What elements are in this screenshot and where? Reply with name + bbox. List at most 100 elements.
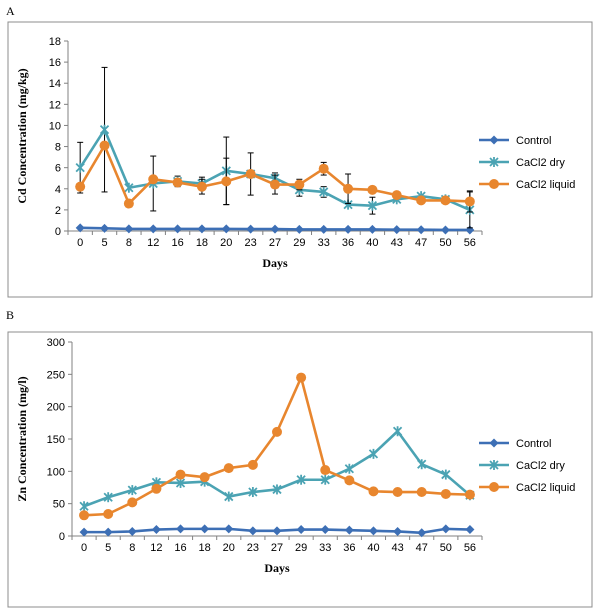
x-tick-label: 33 [318,237,330,249]
legend-marker [489,157,499,167]
legend-marker [489,460,499,470]
x-tick-label: 5 [105,542,111,554]
data-point [320,465,331,476]
x-tick-label: 47 [416,542,428,554]
data-point [440,195,451,206]
data-point [270,179,280,190]
data-point [391,190,402,201]
y-tick-label: 150 [47,434,65,446]
data-point [272,526,282,536]
legend-item: CaCl2 liquid [479,482,575,494]
data-point [368,448,379,459]
data-point [75,181,86,192]
data-point [148,224,158,234]
data-point [99,124,110,135]
data-point [127,485,137,496]
data-point [367,184,378,195]
data-point [197,224,207,234]
data-point [416,487,427,498]
data-point [344,475,355,486]
x-tick-label: 27 [271,542,283,554]
y-tick-label: 50 [53,499,65,511]
data-point [417,528,427,538]
data-point [368,486,379,497]
data-point [199,472,210,483]
legend-item: Control [479,438,551,450]
data-point [344,525,354,535]
data-point [123,198,134,209]
x-tick-label: 12 [150,542,162,554]
panel-label-a: A [6,4,15,18]
data-point [368,526,378,536]
data-point [245,169,256,179]
data-point [75,223,85,233]
y-tick-label: 200 [47,402,65,414]
x-tick-label: 16 [171,237,183,249]
x-axis-title: Days [262,256,288,270]
data-point [246,224,256,234]
data-point [248,487,258,498]
zn-chart: 0 50 100 150 200 250 300 0 5 8 12 16 18 20 23 27 29 33 36 4… [7,331,593,608]
data-point [103,492,113,503]
data-point [441,524,451,534]
data-point [151,483,162,494]
data-point [294,224,304,234]
x-tick-label: 12 [147,237,159,249]
series-1 [79,524,475,538]
x-tick-label: 0 [77,237,83,249]
legend-marker [489,179,499,189]
series-line [83,376,470,517]
y-axis-title: Zn Concentration (mg/l) [15,376,29,501]
data-point [320,525,330,535]
data-point [272,426,282,437]
data-point [99,140,110,151]
data-point [79,510,90,521]
y-tick-label: 2 [55,205,61,217]
data-point [175,477,186,488]
x-tick-label: 56 [464,542,476,554]
data-point [465,525,475,535]
chart-border [7,21,593,298]
y-tick-label: 4 [55,184,61,196]
data-point [270,224,280,234]
data-point [416,195,427,206]
y-tick-label: 8 [55,142,61,154]
data-point [100,223,110,233]
legend-marker [489,438,499,448]
x-tick-label: 23 [245,237,257,249]
x-tick-label: 40 [367,542,379,554]
data-point [464,489,475,500]
data-point [343,224,353,234]
x-axis-title: Days [264,561,290,575]
x-tick-label: 23 [247,542,259,554]
legend-marker [489,135,499,145]
legend-item: CaCl2 liquid [479,179,575,191]
data-point [127,497,138,508]
x-tick-label: 33 [319,542,331,554]
legend-label: CaCl2 dry [516,157,565,169]
y-axis-title: Cd Concentration (mg/kg) [15,68,29,203]
x-tick-label: 27 [269,237,281,249]
data-point [367,200,378,211]
panel-label-b: B [6,308,15,322]
data-point [319,186,329,197]
x-tick-label: 5 [101,237,107,249]
data-point [79,501,89,512]
y-tick-label: 6 [55,163,61,175]
x-tick-label: 50 [440,542,452,554]
y-tick-label: 16 [49,57,61,69]
x-tick-label: 20 [220,237,232,249]
x-tick-label: 29 [293,237,305,249]
data-point [224,524,234,534]
series-1 [75,223,475,235]
data-point [440,488,451,499]
data-point [127,526,137,536]
data-point [296,372,307,383]
x-tick-label: 40 [366,237,378,249]
data-point [393,526,403,536]
data-point [124,224,134,234]
data-point [173,224,183,234]
y-tick-label: 250 [47,369,65,381]
data-point [296,525,306,535]
data-point [247,459,258,470]
